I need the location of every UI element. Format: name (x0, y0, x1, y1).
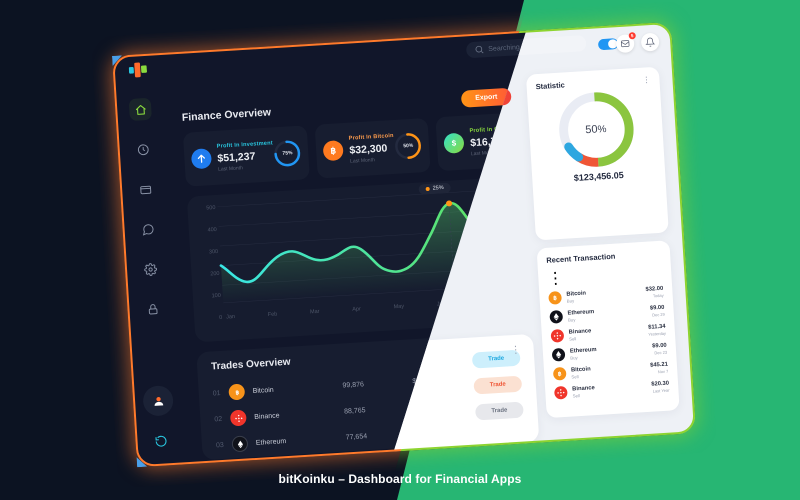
svg-text:฿: ฿ (235, 389, 239, 396)
svg-text:฿: ฿ (330, 145, 337, 155)
svg-text:฿: ฿ (558, 371, 562, 378)
svg-text:$: $ (452, 139, 458, 148)
svg-text:฿: ฿ (553, 295, 557, 302)
